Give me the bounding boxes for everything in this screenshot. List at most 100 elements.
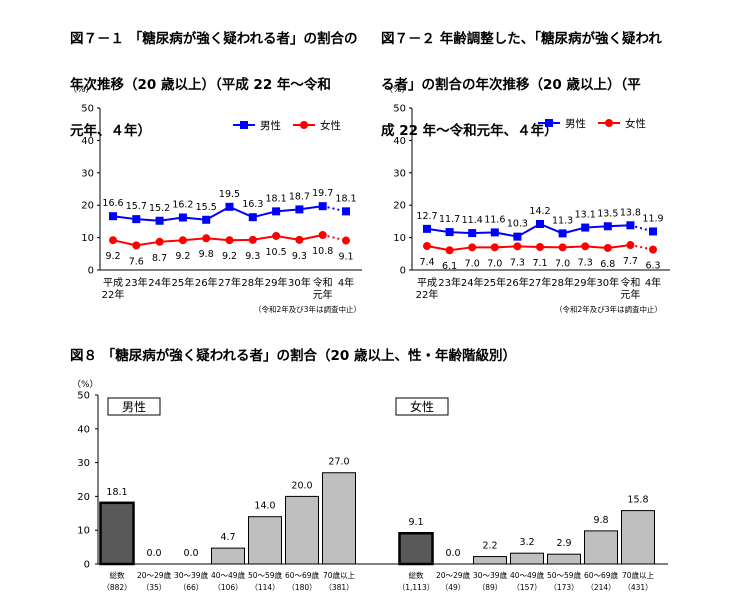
data-point [178, 236, 187, 245]
data-label: 11.6 [484, 214, 505, 225]
y-tick-label: 20 [81, 201, 94, 212]
data-label: 6.1 [442, 261, 457, 272]
data-label: 9.2 [222, 251, 237, 262]
y-tick-label: 10 [81, 233, 94, 244]
sample-count: （157） [512, 583, 541, 592]
y-tick-label: 10 [77, 526, 90, 537]
x-tick-label: 25年 [172, 276, 195, 289]
sample-count: （66） [179, 583, 204, 592]
x-tick-label: 28年 [241, 276, 264, 289]
data-label: 3.2 [519, 537, 534, 548]
y-tick-label: 40 [393, 136, 406, 147]
x-tick-label: 30年 [288, 276, 311, 289]
data-point [558, 229, 567, 238]
data-label: 12.7 [416, 211, 437, 222]
x-tick-label: 60～69歳 [285, 570, 320, 580]
data-label: 6.3 [645, 261, 660, 272]
x-tick-label: 25年 [483, 276, 506, 289]
x-tick-label: 70歳以上 [323, 570, 356, 580]
chart-note: （令和2年及び3年は調査中止） [254, 304, 361, 314]
data-label: 9.2 [105, 251, 120, 262]
data-label: 19.5 [219, 189, 240, 200]
data-label: 11.4 [462, 215, 483, 226]
y-tick-label: 10 [393, 233, 406, 244]
panel-label: 女性 [410, 399, 434, 414]
figure-8-title: 図８ 「糖尿病が強く疑われる者」の割合（20 歳以上、性・年齢階級別） [70, 348, 517, 364]
data-point [295, 235, 304, 244]
data-label: 9.2 [175, 251, 190, 262]
data-point [513, 242, 522, 251]
data-label: 7.3 [510, 257, 525, 268]
data-point [581, 242, 590, 251]
bar-age-group [285, 495, 319, 565]
series-line-female [426, 244, 631, 252]
data-label: 8.7 [152, 253, 167, 264]
data-label: 19.7 [312, 188, 333, 199]
y-tick-label: 40 [77, 424, 90, 435]
sample-count: （173） [549, 583, 578, 592]
y-tick-label: 20 [77, 492, 90, 503]
legend-marker [605, 119, 613, 127]
x-tick-label: 26年 [195, 276, 218, 289]
data-label: 7.1 [532, 258, 547, 269]
data-point [202, 234, 211, 243]
data-point [155, 216, 164, 225]
x-tick-label: 23年 [125, 276, 148, 289]
bar-age-group [510, 552, 544, 565]
x-tick-label: 24年 [148, 276, 171, 289]
legend-label: 男性 [260, 119, 281, 132]
data-label: 11.9 [642, 213, 663, 224]
x-tick-label: 平成 [417, 277, 437, 289]
data-point [132, 215, 141, 224]
x-tick-label: 23年 [438, 276, 461, 289]
data-label: 9.3 [245, 251, 260, 262]
bar-age-group [547, 553, 581, 565]
data-label: 7.0 [487, 258, 502, 269]
data-point [202, 215, 211, 224]
series-gap-line [322, 205, 347, 213]
data-label: 9.3 [292, 251, 307, 262]
unit-label: （%） [68, 84, 95, 95]
bar-age-group [322, 472, 356, 565]
x-tick-label: 50～59歳 [547, 570, 582, 580]
x-tick-label: 27年 [218, 276, 241, 289]
data-point [468, 229, 477, 238]
bar-age-group [211, 547, 245, 565]
panel-label-box [395, 397, 449, 416]
data-point [109, 212, 117, 221]
sample-count: （882） [102, 583, 131, 592]
data-label: 7.0 [465, 258, 480, 269]
figure-7-2-title-line: る者」の割合の年次推移（20 歳以上）（平 [381, 77, 641, 93]
bar-age-group [621, 510, 655, 565]
data-label: 18.1 [266, 193, 287, 204]
data-point [318, 231, 327, 240]
x-tick-label: 総数 [409, 570, 424, 580]
x-tick-label: 30年 [596, 276, 619, 289]
data-point [445, 228, 454, 237]
data-label: 15.5 [196, 202, 217, 213]
x-tick-label: 令和 [620, 276, 640, 289]
unit-label: （%） [384, 84, 411, 95]
data-label: 9.1 [338, 252, 353, 263]
x-tick-label: 4年 [645, 276, 661, 289]
data-label: 18.1 [106, 487, 127, 498]
data-label: 7.0 [555, 258, 570, 269]
x-tick-label: 70歳以上 [622, 570, 655, 580]
legend-marker [240, 121, 248, 129]
figure-7-2-title-line: 図７－２ 年齢調整した、「糖尿病が強く疑われ [381, 31, 662, 47]
x-tick-label: 29年 [265, 276, 288, 289]
x-tick-label: 22年 [416, 288, 439, 301]
data-label: 11.3 [552, 215, 573, 226]
x-tick-label: 22年 [102, 288, 125, 301]
data-point [536, 219, 544, 228]
data-label: 18.7 [289, 191, 310, 202]
sample-count: （431） [623, 583, 652, 592]
legend-label: 女性 [625, 117, 646, 130]
x-tick-label: 平成 [103, 277, 123, 289]
figure-7-1-title-line: 元年、４年） [70, 123, 151, 139]
data-label: 15.2 [149, 203, 170, 214]
figure-7-1-title-line: 年次推移（20 歳以上）（平成 22 年～令和 [70, 77, 331, 93]
figure-7-2-title-line: 成 22 年～令和元年、４年） [381, 123, 558, 139]
series-line-female [112, 234, 323, 247]
series-gap-line [630, 244, 654, 251]
